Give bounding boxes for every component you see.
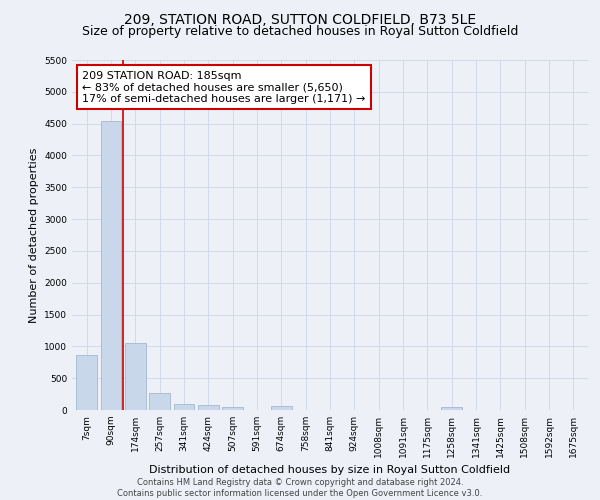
- Bar: [101, 121, 121, 410]
- Bar: [173, 404, 194, 410]
- Text: Size of property relative to detached houses in Royal Sutton Coldfield: Size of property relative to detached ho…: [82, 25, 518, 38]
- Text: 209 STATION ROAD: 185sqm
← 83% of detached houses are smaller (5,650)
17% of sem: 209 STATION ROAD: 185sqm ← 83% of detach…: [82, 70, 365, 104]
- Bar: [442, 406, 462, 410]
- Bar: [271, 406, 292, 410]
- X-axis label: Distribution of detached houses by size in Royal Sutton Coldfield: Distribution of detached houses by size …: [149, 466, 511, 475]
- Bar: [198, 405, 218, 410]
- Text: 209, STATION ROAD, SUTTON COLDFIELD, B73 5LE: 209, STATION ROAD, SUTTON COLDFIELD, B73…: [124, 12, 476, 26]
- Bar: [76, 354, 97, 410]
- Bar: [222, 406, 243, 410]
- Y-axis label: Number of detached properties: Number of detached properties: [29, 148, 38, 322]
- Text: Contains HM Land Registry data © Crown copyright and database right 2024.
Contai: Contains HM Land Registry data © Crown c…: [118, 478, 482, 498]
- Bar: [125, 342, 146, 410]
- Bar: [149, 393, 170, 410]
